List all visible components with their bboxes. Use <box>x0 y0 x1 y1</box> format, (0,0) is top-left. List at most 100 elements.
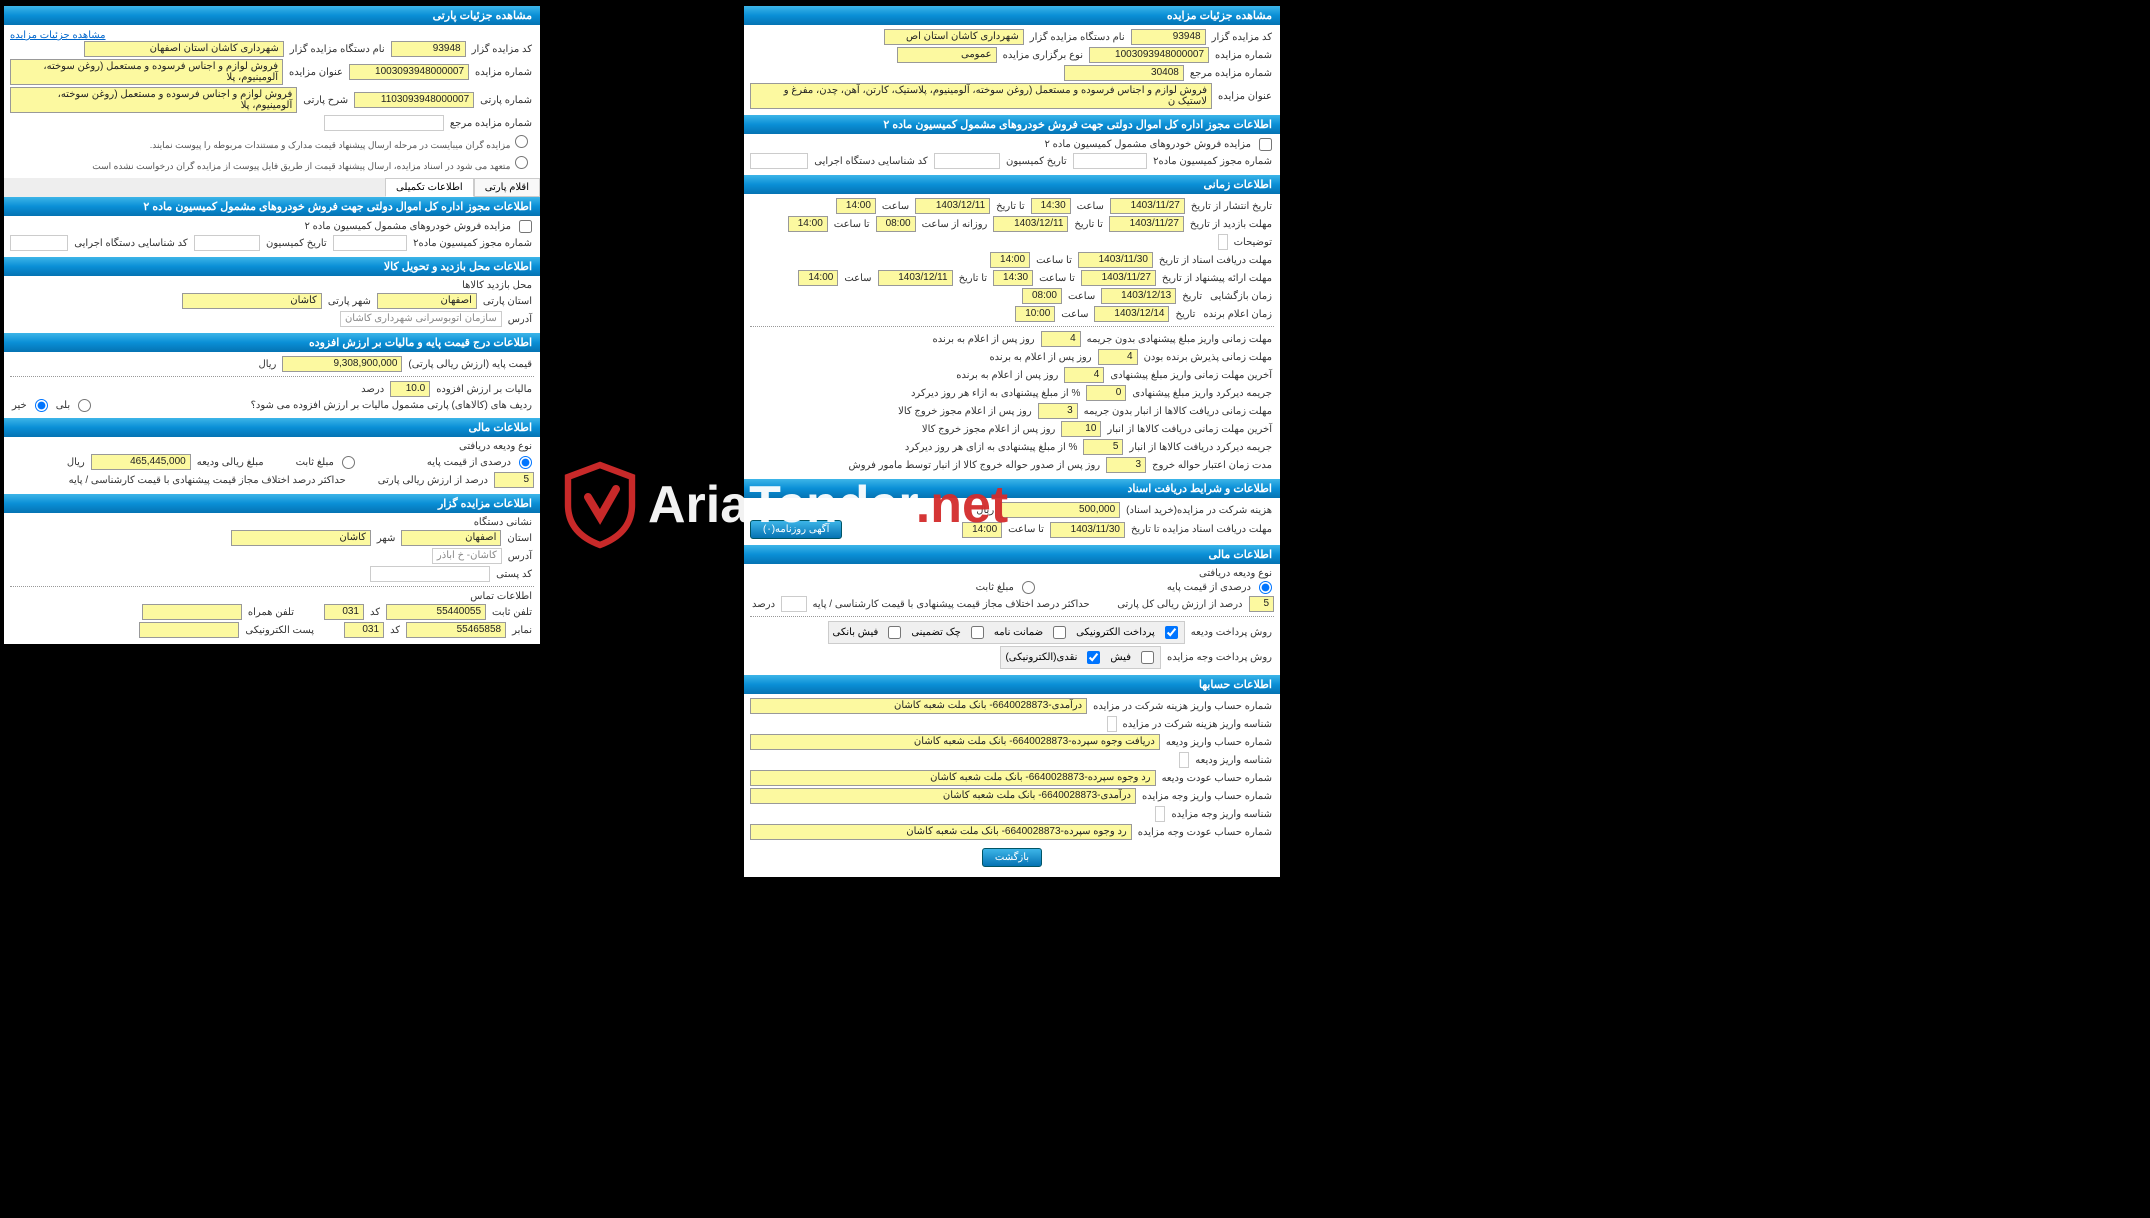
l-fld-email[interactable] <box>139 622 239 638</box>
lbl-da3: روز پس از اعلام به برنده <box>954 370 1060 381</box>
btn-back[interactable]: بازگشت <box>982 848 1042 867</box>
l-fld-maxd: 5 <box>494 472 534 488</box>
l-fld-a2[interactable]: کاشان- خ اباذر <box>432 548 502 564</box>
chk-cash-rec[interactable] <box>1141 651 1154 664</box>
fld-notes[interactable] <box>1218 234 1228 250</box>
tabs: اقلام پارتی اطلاعات تکمیلی <box>4 178 540 197</box>
lbl-lpu: آخرین مهلت زمانی دریافت کالاها از انبار <box>1105 424 1274 435</box>
lbl-pus: روز پس از اعلام مجوز خروج کالا <box>896 406 1034 417</box>
l-fld-post[interactable] <box>370 566 490 582</box>
l-lbl-code: کد مزایده گزار <box>470 44 534 55</box>
lbl-pu: مهلت زمانی دریافت کالاها از انبار بدون ج… <box>1082 406 1274 417</box>
fld-open-time: 08:00 <box>1022 288 1062 304</box>
fld-comm-date[interactable] <box>934 153 1000 169</box>
lbl-a4: شناسه واریز ودیعه <box>1193 755 1274 766</box>
l-lbl-a2: آدرس <box>506 551 534 562</box>
watermark: AriaTender.net <box>560 460 1008 550</box>
l-fld-pno: 1103093948000007 <box>354 92 474 108</box>
fld-comm-no[interactable] <box>1073 153 1147 169</box>
tab-extra[interactable]: اطلاعات تکمیلی <box>385 178 474 197</box>
fld-dd: 4 <box>1041 331 1081 347</box>
l-fld-cn[interactable] <box>333 235 407 251</box>
l-chk-vs[interactable] <box>519 220 532 233</box>
fld-subject: فروش لوازم و اجناس فرسوده و مستعمل (روغن… <box>750 83 1212 109</box>
fld-winner-date: 1403/12/14 <box>1094 306 1169 322</box>
l-fld-cp2: 031 <box>344 622 384 638</box>
l-header-finance: اطلاعات مالی <box>4 418 540 437</box>
fld-daily-from: 08:00 <box>876 216 916 232</box>
lbl-pctl: درصد از ارزش ریالی کل پارتی <box>1115 599 1244 610</box>
lbl-open: زمان بازگشایی <box>1208 291 1274 302</box>
lbl-subject: عنوان مزایده <box>1216 91 1274 102</box>
l-fld-cd[interactable] <box>194 235 260 251</box>
l-lbl-prov: استان پارتی <box>481 296 534 307</box>
lbl-to3: تا تاریخ <box>957 273 990 284</box>
fld-pp: 5 <box>1083 439 1123 455</box>
chk-guar[interactable] <box>1053 626 1066 639</box>
chk-check[interactable] <box>971 626 984 639</box>
lbl-dt3: تا ساعت <box>1037 273 1077 284</box>
chk-vehicle-sale[interactable] <box>1259 138 1272 151</box>
fld-a1: درآمدی-6640028873- بانک ملت شعبه کاشان <box>750 698 1087 714</box>
lbl-to2: تا تاریخ <box>1072 219 1105 230</box>
lbl-cashr: فیش <box>1110 652 1131 663</box>
l-lbl-pctl: درصد از ارزش ریالی پارتی <box>376 475 490 486</box>
party-details-panel: مشاهده جزئیات پارتی مشاهده جزئیات مزایده… <box>4 6 540 644</box>
fld-a7[interactable] <box>1155 806 1165 822</box>
l-fld-eid[interactable] <box>10 235 68 251</box>
l-lbl-vs: مزایده فروش خودروهای مشمول کمیسیون ماده … <box>302 221 513 232</box>
l-rd-pct[interactable] <box>519 456 532 469</box>
lbl-dars: درصد <box>750 599 777 610</box>
lbl-aucm: روش پرداخت وجه مزایده <box>1165 652 1274 663</box>
l-fld-pdesc: فروش لوازم و اجناس فرسوده و مستعمل (روغن… <box>10 87 297 113</box>
lbl-notes: توضیحات <box>1232 237 1274 248</box>
rd-yes[interactable] <box>78 399 91 412</box>
l-lbl-cp2: کد <box>388 625 402 636</box>
rd-percent[interactable] <box>1259 581 1272 594</box>
rd-note1[interactable] <box>515 135 528 148</box>
fld-ex: 3 <box>1106 457 1146 473</box>
fld-pct[interactable]: 5 <box>1249 596 1274 612</box>
rd-fixed[interactable] <box>1022 581 1035 594</box>
lbl-pp: جریمه دیرکرد دریافت کالاها از انبار <box>1127 442 1274 453</box>
fld-pu: 3 <box>1038 403 1078 419</box>
rd-no[interactable] <box>35 399 48 412</box>
tab-items[interactable]: اقلام پارتی <box>474 178 540 197</box>
l-lbl-addr: آدرس <box>506 314 534 325</box>
fld-a8: رد وجوه سپرده-6640028873- بانک ملت شعبه … <box>750 824 1132 840</box>
shield-icon <box>560 460 640 550</box>
l-fld-ref[interactable] <box>324 115 444 131</box>
lbl-cashe: نقدی(الکترونیکی) <box>1005 652 1077 663</box>
l-lbl-va: محل بازدید کالاها <box>460 280 534 291</box>
l-header-comm: اطلاعات مجوز اداره کل اموال دولتی جهت فر… <box>4 197 540 216</box>
l-lbl-tax: مالیات بر ارزش افزوده <box>434 384 534 395</box>
lbl-wd: تاریخ <box>1173 309 1197 320</box>
lbl-fee: هزینه شرکت در مزایده(خرید اسناد) <box>1124 505 1274 516</box>
l-fld-ph: 55440055 <box>386 604 486 620</box>
l-lbl-subj: عنوان مزایده <box>287 67 345 78</box>
lbl-od: تاریخ <box>1180 291 1204 302</box>
l-lbl-fa: مبلغ ثابت <box>294 457 336 468</box>
l-rd-fixed[interactable] <box>342 456 355 469</box>
rd-note2[interactable] <box>515 156 528 169</box>
l-fld-addr[interactable]: سازمان اتوبوسرانی شهرداری کاشان <box>340 311 502 327</box>
lbl-acc: مهلت زمانی پذیرش برنده بودن <box>1142 352 1274 363</box>
fld-a4[interactable] <box>1179 752 1189 768</box>
l-lbl-ref: شماره مزایده مرجع <box>448 118 534 129</box>
l-lbl-c2: شهر <box>375 533 398 544</box>
fld-a2[interactable] <box>1107 716 1117 732</box>
l-fld-mob[interactable] <box>142 604 242 620</box>
chk-bank[interactable] <box>888 626 901 639</box>
l-lbl-mob: تلفن همراه <box>246 607 296 618</box>
chk-cash-elec[interactable] <box>1087 651 1100 664</box>
fld-exec-id[interactable] <box>750 153 808 169</box>
lbl-doc-dead: مهلت دریافت اسناد از تاریخ <box>1157 255 1274 266</box>
l-lbl-pdesc: شرح پارتی <box>301 95 350 106</box>
fld-acc: 4 <box>1098 349 1138 365</box>
l-lbl-taxq: ردیف های (کالاهای) پارتی مشمول مالیات بر… <box>249 400 534 411</box>
chk-elec[interactable] <box>1165 626 1178 639</box>
fld-maxdiff[interactable] <box>781 596 806 612</box>
l-lbl-bp: قیمت پایه (ارزش ریالی پارتی) <box>406 359 534 370</box>
link-auction-detail[interactable]: مشاهده جزئیات مزایده <box>10 30 106 41</box>
header-accounts: اطلاعات حسابها <box>744 675 1280 694</box>
